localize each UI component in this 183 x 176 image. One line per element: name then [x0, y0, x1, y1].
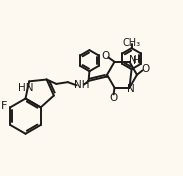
Text: H: H [133, 56, 141, 66]
Text: O: O [101, 51, 109, 61]
Text: O: O [109, 93, 118, 103]
Text: NH: NH [74, 80, 89, 90]
Text: N: N [129, 55, 137, 65]
Text: O: O [141, 64, 150, 74]
Text: HN: HN [18, 83, 33, 93]
Text: CH₃: CH₃ [123, 38, 141, 48]
Text: N: N [127, 84, 135, 94]
Text: F: F [1, 101, 7, 111]
